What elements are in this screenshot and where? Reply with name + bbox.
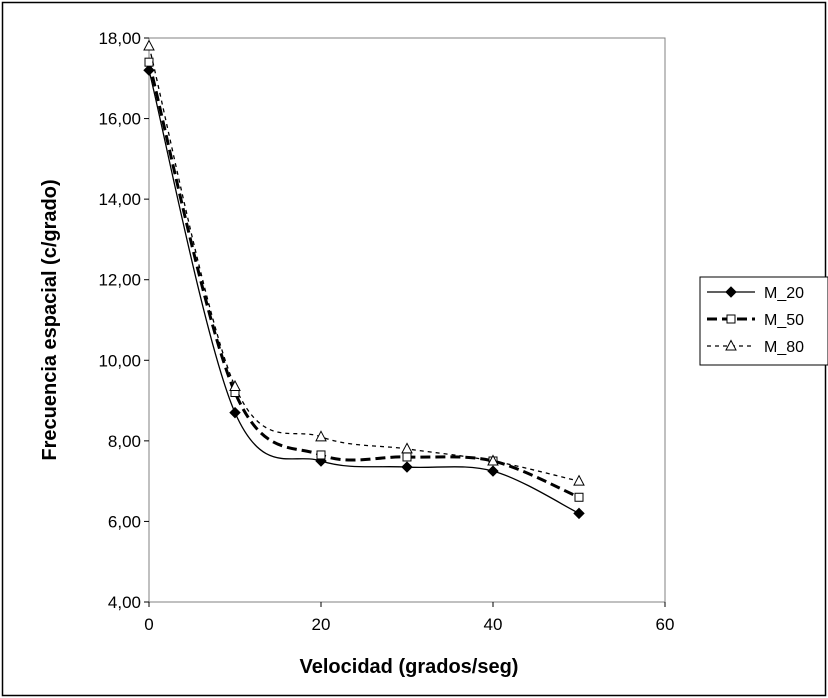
data-point	[574, 492, 584, 502]
data-point	[487, 454, 499, 466]
y-tick-label: 14,00	[98, 190, 141, 209]
x-axis-title: Velocidad (grados/seg)	[300, 656, 519, 678]
series-layer	[143, 39, 585, 520]
y-tick-label: 6,00	[108, 512, 141, 531]
data-point	[401, 442, 413, 454]
y-tick-label: 18,00	[98, 29, 141, 48]
data-point	[229, 406, 241, 419]
legend-label: M_20	[764, 285, 804, 302]
series-m-80	[143, 39, 585, 486]
data-point	[401, 461, 413, 473]
data-point	[487, 465, 499, 477]
data-point	[315, 430, 327, 442]
legend-marker	[726, 314, 736, 324]
data-point	[229, 379, 241, 391]
data-point	[144, 57, 154, 67]
data-point	[143, 39, 155, 51]
x-tick-label: 60	[656, 615, 675, 634]
x-axis: 0 20 40 60	[144, 602, 674, 634]
y-axis: 4,00 6,00 8,00 10,00 12,00 14,00 16,00 18,00	[98, 29, 149, 612]
legend-marker	[725, 286, 737, 298]
data-point	[573, 474, 585, 486]
y-axis-title: Frecuencia espacial (c/grado)	[39, 179, 61, 460]
y-tick-label: 12,00	[98, 271, 141, 290]
y-tick-label: 8,00	[108, 432, 141, 451]
legend-marker	[725, 339, 737, 351]
x-tick-label: 0	[144, 615, 153, 634]
legend-label: M_50	[764, 312, 804, 329]
plot-area	[148, 37, 666, 603]
y-tick-label: 4,00	[108, 593, 141, 612]
data-point	[573, 507, 585, 520]
y-tick-label: 10,00	[98, 351, 141, 370]
x-tick-label: 40	[484, 615, 503, 634]
legend: M_20 M_50 M_80	[699, 276, 828, 366]
data-point	[402, 452, 412, 462]
x-tick-label: 20	[312, 615, 331, 634]
y-tick-label: 16,00	[98, 110, 141, 129]
legend-label: M_80	[764, 339, 804, 356]
data-point	[316, 450, 326, 460]
